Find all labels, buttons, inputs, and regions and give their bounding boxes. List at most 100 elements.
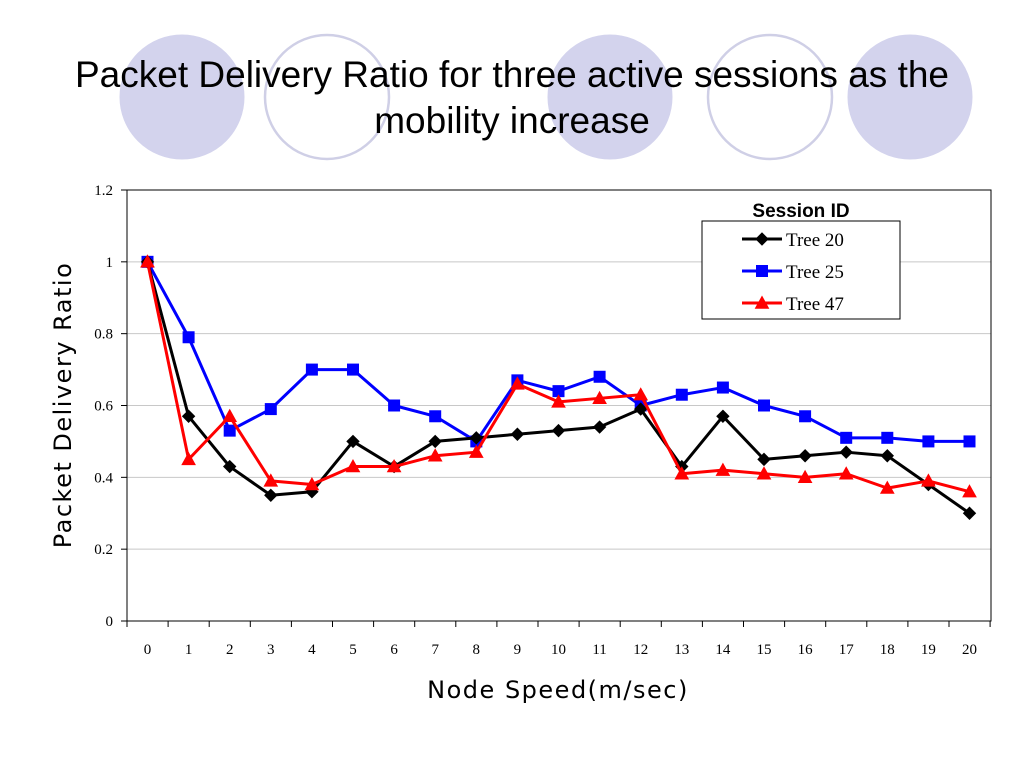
x-tick-label: 16 [798, 642, 814, 658]
x-tick-label: 12 [633, 642, 648, 658]
data-point-tree-47 [304, 476, 320, 491]
legend-label-tree-20: Tree 20 [786, 230, 844, 251]
data-point-tree-20 [551, 423, 566, 438]
data-point-tree-47 [510, 376, 525, 390]
x-tick-label: 15 [757, 642, 772, 658]
data-point-tree-20 [633, 402, 648, 416]
x-tick-label: 2 [226, 642, 234, 658]
x-tick-label: 8 [473, 642, 481, 658]
data-point-tree-47 [468, 444, 484, 458]
y-axis-title: Packet Delivery Ratio [49, 262, 77, 549]
decorative-outline-circle [706, 33, 834, 161]
x-tick-label: 9 [514, 642, 522, 658]
x-tick-label: 6 [390, 642, 398, 658]
x-tick-label: 7 [431, 642, 439, 658]
data-point-tree-25 [963, 435, 976, 448]
data-point-tree-47 [263, 473, 279, 487]
legend: Session ID Tree 20 Tree 25 Tree 47 [701, 201, 901, 320]
legend-items: Tree 20 Tree 25 Tree 47 [742, 230, 844, 315]
legend-item-tree-20: Tree 20 [742, 230, 844, 251]
data-point-tree-25 [264, 403, 277, 416]
data-point-tree-25 [593, 370, 606, 383]
data-point-tree-47 [222, 408, 238, 422]
data-point-tree-20 [839, 445, 853, 459]
data-point-tree-20 [798, 449, 812, 463]
x-axis-title: Node Speed(m/sec) [427, 676, 689, 704]
legend-title: Session ID [752, 201, 849, 222]
data-point-tree-47 [715, 462, 731, 476]
data-point-tree-20 [962, 506, 977, 520]
legend-box [701, 220, 901, 320]
decorative-filled-circle [547, 34, 673, 160]
data-point-tree-25 [881, 431, 894, 444]
data-point-tree-47 [756, 466, 772, 480]
data-point-tree-25 [305, 363, 318, 376]
y-tick-label: 0.4 [94, 470, 113, 486]
decorative-filled-circle [847, 34, 973, 160]
y-tick-label: 0.6 [94, 399, 113, 415]
slide-title-line-2: mobility increase [374, 100, 650, 141]
legend-label-tree-25: Tree 25 [786, 262, 844, 283]
data-point-tree-47 [181, 451, 196, 466]
data-point-tree-25 [429, 410, 442, 423]
legend-swatch-marker [754, 295, 770, 309]
legend-swatch-marker [755, 232, 769, 246]
data-point-tree-25 [758, 399, 770, 412]
y-tick-label: 1.2 [94, 183, 113, 199]
x-tick-label: 20 [962, 642, 977, 658]
data-point-tree-47 [838, 466, 854, 480]
x-tick-label: 5 [349, 642, 357, 658]
data-point-tree-47 [592, 390, 607, 405]
slide-title: Packet Delivery Ratio for three active s… [20, 52, 1004, 144]
data-point-tree-25 [388, 399, 401, 412]
decorative-outline-circle [263, 33, 391, 161]
data-point-tree-47 [797, 469, 813, 484]
data-point-tree-20 [716, 409, 730, 423]
data-point-tree-47 [879, 480, 895, 494]
x-axis-ticks: 0 1 2 3 4 5 6 7 8 9 10 11 12 13 14 15 16 17 18 19 20 [126, 621, 991, 658]
data-point-tree-25 [182, 331, 195, 344]
data-point-tree-47 [386, 459, 402, 473]
data-point-tree-47 [427, 448, 443, 462]
y-tick-label: 1 [106, 255, 114, 271]
x-tick-label: 17 [839, 642, 855, 658]
data-point-tree-25 [223, 424, 236, 437]
data-point-tree-47 [551, 394, 566, 408]
data-point-tree-20 [181, 409, 196, 423]
data-point-tree-47 [633, 387, 649, 401]
data-point-tree-25 [347, 363, 359, 376]
y-axis-ticks: 0 0.2 0.4 0.6 0.8 1 1.2 [94, 183, 127, 630]
data-point-tree-20 [222, 459, 237, 474]
x-tick-label: 1 [185, 642, 193, 658]
data-point-tree-25 [922, 435, 935, 448]
data-point-tree-20 [469, 431, 484, 445]
data-point-tree-20 [428, 434, 442, 449]
legend-swatch-marker [756, 265, 768, 277]
x-tick-label: 13 [674, 642, 689, 658]
x-tick-label: 3 [267, 642, 275, 658]
decorative-filled-circle [119, 34, 245, 160]
legend-item-tree-47: Tree 47 [742, 294, 844, 315]
data-point-tree-25 [799, 410, 812, 423]
data-point-tree-47 [140, 254, 155, 268]
data-point-tree-47 [674, 466, 690, 480]
series-lines [140, 254, 977, 520]
y-tick-label: 0 [106, 614, 114, 630]
data-point-tree-47 [962, 484, 977, 498]
data-point-tree-20 [510, 427, 525, 441]
data-point-tree-25 [675, 388, 688, 401]
y-tick-label: 0.8 [94, 327, 113, 343]
data-point-tree-47 [345, 459, 361, 473]
slide-title-line-1: Packet Delivery Ratio for three active s… [75, 54, 949, 95]
y-tick-label: 0.2 [94, 542, 113, 558]
x-tick-label: 19 [921, 642, 936, 658]
x-tick-label: 18 [880, 642, 895, 658]
data-point-tree-25 [716, 381, 729, 394]
x-tick-label: 14 [715, 642, 731, 658]
x-tick-label: 10 [551, 642, 566, 658]
x-tick-label: 11 [592, 642, 606, 658]
data-point-tree-47 [921, 473, 936, 487]
data-point-tree-20 [264, 488, 278, 502]
